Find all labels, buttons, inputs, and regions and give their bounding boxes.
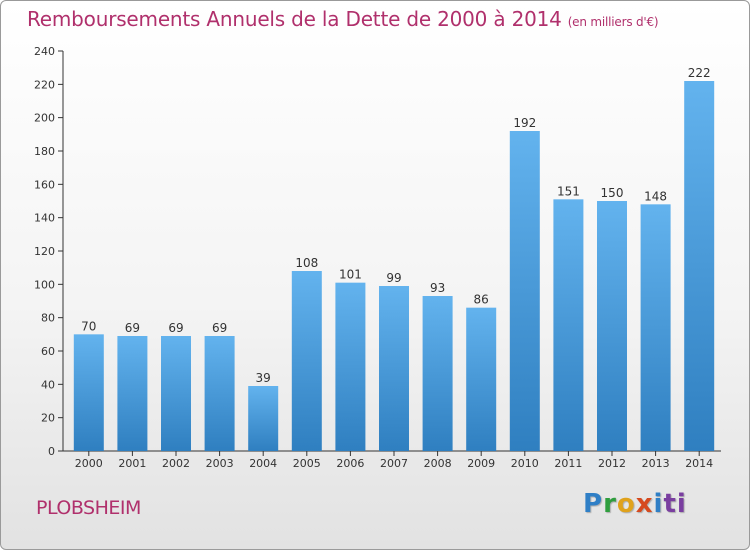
y-tick-label: 0 (48, 445, 55, 458)
data-label-2009: 86 (474, 293, 489, 307)
data-label-2005: 108 (295, 256, 318, 270)
bar-2012 (597, 201, 627, 451)
bars (73, 81, 715, 451)
data-label-2012: 150 (601, 186, 624, 200)
chart-title: Remboursements Annuels de la Dette de 20… (27, 7, 659, 31)
bar-2005 (291, 271, 322, 451)
y-axis: 0 20 40 60 80 100 120 140 160 180 200 220 240 (34, 45, 64, 458)
x-tick-label: 2010 (511, 457, 539, 470)
x-tick-label: 2013 (642, 457, 670, 470)
data-label-2002: 69 (168, 321, 183, 335)
bar-2007 (379, 286, 409, 451)
bar-2003 (204, 336, 235, 451)
y-tick-label: 160 (34, 178, 55, 191)
y-tick-label: 180 (34, 145, 55, 158)
data-label-2007: 99 (386, 271, 401, 285)
data-label-2006: 101 (339, 268, 362, 282)
bar-2002 (161, 336, 191, 451)
x-tick-label: 2001 (118, 457, 146, 470)
x-tick-label: 2000 (75, 457, 103, 470)
proxiti-logo: Proxiti (583, 489, 687, 519)
y-tick-label: 100 (34, 278, 55, 291)
unit-note: (en milliers d'€) (567, 15, 659, 29)
bar-2009 (466, 307, 497, 451)
commune-name: PLOBSHEIM (36, 497, 141, 519)
y-tick-label: 20 (41, 412, 55, 425)
bar-2006 (335, 282, 366, 451)
x-tick-label: 2003 (206, 457, 234, 470)
y-tick-label: 40 (41, 378, 55, 391)
data-label-2003: 69 (212, 321, 227, 335)
data-label-2014: 222 (688, 66, 711, 80)
x-axis: 2000 2001 2002 2003 2004 2005 2006 2007 2008 2009… (63, 450, 721, 470)
bar-2008 (422, 296, 453, 451)
x-tick-label: 2004 (249, 457, 277, 470)
x-tick-label: 2006 (336, 457, 364, 470)
x-tick-label: 2014 (685, 457, 713, 470)
y-tick-label: 120 (34, 245, 55, 258)
bar-2014 (684, 81, 715, 451)
bar-2004 (248, 386, 279, 451)
bar-2000 (73, 334, 104, 451)
y-tick-label: 200 (34, 112, 55, 125)
y-tick-label: 220 (34, 78, 55, 91)
x-tick-label: 2012 (598, 457, 626, 470)
bar-2013 (640, 204, 671, 451)
y-tick-label: 80 (41, 312, 55, 325)
data-label-2004: 39 (256, 371, 271, 385)
data-label-2001: 69 (125, 321, 140, 335)
data-labels: 70 69 69 69 39 108 101 99 93 86 192 151 150 148 222 (81, 66, 710, 385)
x-tick-label: 2009 (467, 457, 495, 470)
y-tick-label: 60 (41, 345, 55, 358)
data-label-2010: 192 (513, 116, 536, 130)
x-tick-label: 2011 (554, 457, 582, 470)
y-tick-label: 240 (34, 45, 55, 58)
data-label-2000: 70 (81, 319, 96, 333)
x-tick-label: 2008 (424, 457, 452, 470)
chart-title-text: Remboursements Annuels de la Dette de 20… (27, 7, 562, 31)
y-tick-label: 140 (34, 212, 55, 225)
x-tick-label: 2007 (380, 457, 408, 470)
data-label-2013: 148 (644, 189, 667, 203)
bar-2001 (117, 336, 148, 451)
x-tick-label: 2002 (162, 457, 190, 470)
bar-2010 (509, 131, 540, 451)
bar-2011 (553, 199, 584, 451)
data-label-2008: 93 (430, 281, 445, 295)
x-tick-label: 2005 (293, 457, 321, 470)
data-label-2011: 151 (557, 184, 580, 198)
